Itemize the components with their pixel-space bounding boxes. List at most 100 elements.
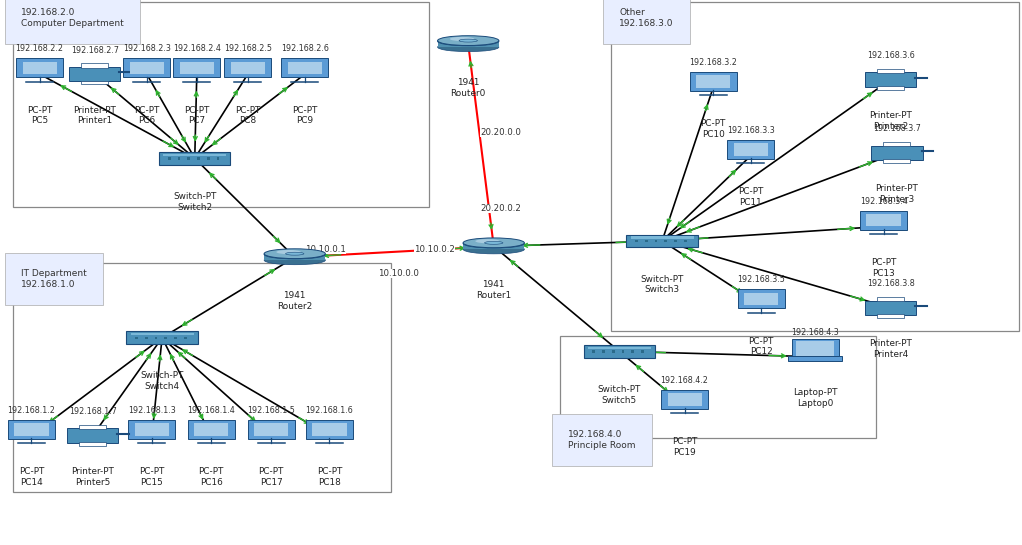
FancyBboxPatch shape bbox=[560, 336, 877, 438]
FancyBboxPatch shape bbox=[197, 157, 200, 160]
Text: Laptop-PT
Laptop0: Laptop-PT Laptop0 bbox=[793, 388, 837, 408]
Ellipse shape bbox=[459, 39, 477, 42]
Text: 192.168.4.2: 192.168.4.2 bbox=[660, 376, 708, 385]
FancyBboxPatch shape bbox=[281, 58, 328, 77]
Text: PC-PT
PC16: PC-PT PC16 bbox=[198, 467, 224, 487]
Ellipse shape bbox=[475, 239, 500, 243]
FancyBboxPatch shape bbox=[877, 314, 904, 318]
FancyBboxPatch shape bbox=[645, 240, 648, 243]
Ellipse shape bbox=[437, 36, 499, 45]
FancyBboxPatch shape bbox=[194, 423, 228, 435]
Text: 192.168.1.2: 192.168.1.2 bbox=[7, 406, 55, 415]
FancyBboxPatch shape bbox=[67, 428, 119, 443]
Text: Printer-PT
Printer5: Printer-PT Printer5 bbox=[72, 467, 114, 487]
FancyBboxPatch shape bbox=[641, 350, 644, 353]
Text: PC-PT
PC14: PC-PT PC14 bbox=[18, 467, 44, 487]
Text: Printer-PT
Printer1: Printer-PT Printer1 bbox=[74, 106, 117, 125]
FancyBboxPatch shape bbox=[231, 62, 265, 74]
Ellipse shape bbox=[450, 37, 474, 41]
FancyBboxPatch shape bbox=[13, 2, 429, 207]
FancyBboxPatch shape bbox=[865, 301, 917, 315]
Text: 20.20.0.0: 20.20.0.0 bbox=[480, 128, 521, 137]
FancyBboxPatch shape bbox=[188, 420, 235, 439]
Text: PC-PT
PC8: PC-PT PC8 bbox=[235, 106, 261, 125]
Text: 10.10.0.0: 10.10.0.0 bbox=[378, 269, 419, 278]
FancyBboxPatch shape bbox=[738, 289, 785, 308]
FancyBboxPatch shape bbox=[675, 240, 677, 243]
Ellipse shape bbox=[463, 238, 524, 248]
Text: 192.168.4.0
Principle Room: 192.168.4.0 Principle Room bbox=[568, 430, 636, 450]
FancyBboxPatch shape bbox=[883, 160, 911, 163]
Ellipse shape bbox=[285, 252, 304, 255]
FancyBboxPatch shape bbox=[81, 81, 108, 84]
FancyBboxPatch shape bbox=[788, 356, 842, 361]
FancyBboxPatch shape bbox=[130, 62, 164, 74]
FancyBboxPatch shape bbox=[626, 234, 698, 247]
Text: 192.168.2.6: 192.168.2.6 bbox=[281, 45, 329, 53]
FancyBboxPatch shape bbox=[792, 340, 839, 358]
Text: PC-PT
PC17: PC-PT PC17 bbox=[259, 467, 284, 487]
Text: 192.168.2.0
Computer Department: 192.168.2.0 Computer Department bbox=[21, 8, 124, 28]
FancyBboxPatch shape bbox=[14, 423, 49, 435]
Text: 192.168.1.6: 192.168.1.6 bbox=[306, 406, 354, 415]
Ellipse shape bbox=[463, 239, 524, 248]
FancyBboxPatch shape bbox=[664, 240, 667, 243]
FancyBboxPatch shape bbox=[225, 58, 271, 77]
FancyBboxPatch shape bbox=[611, 2, 1019, 331]
Text: PC-PT
PC9: PC-PT PC9 bbox=[292, 106, 318, 125]
FancyBboxPatch shape bbox=[131, 333, 193, 335]
Text: 192.168.4.3: 192.168.4.3 bbox=[791, 328, 839, 337]
Text: 192.168.3.8: 192.168.3.8 bbox=[867, 279, 915, 288]
FancyBboxPatch shape bbox=[728, 140, 775, 159]
FancyBboxPatch shape bbox=[168, 157, 171, 160]
FancyBboxPatch shape bbox=[306, 420, 353, 439]
FancyBboxPatch shape bbox=[288, 62, 322, 74]
Ellipse shape bbox=[484, 241, 503, 244]
Text: Switch-PT
Switch5: Switch-PT Switch5 bbox=[598, 385, 641, 405]
Text: 10.10.0.2: 10.10.0.2 bbox=[414, 245, 455, 253]
FancyBboxPatch shape bbox=[13, 263, 390, 492]
FancyBboxPatch shape bbox=[165, 336, 168, 339]
FancyBboxPatch shape bbox=[744, 293, 778, 305]
Text: 192.168.1.3: 192.168.1.3 bbox=[128, 406, 176, 415]
FancyBboxPatch shape bbox=[187, 157, 190, 160]
Text: IT Department
192.168.1.0: IT Department 192.168.1.0 bbox=[21, 269, 87, 289]
Text: 1941
Router1: 1941 Router1 bbox=[476, 280, 511, 300]
Polygon shape bbox=[264, 255, 325, 260]
FancyBboxPatch shape bbox=[127, 331, 198, 344]
FancyBboxPatch shape bbox=[129, 420, 176, 439]
Text: 192.168.2.3: 192.168.2.3 bbox=[123, 45, 171, 53]
Text: PC-PT
PC13: PC-PT PC13 bbox=[871, 258, 896, 277]
FancyBboxPatch shape bbox=[124, 58, 171, 77]
FancyBboxPatch shape bbox=[178, 157, 180, 160]
Text: 192.168.3.7: 192.168.3.7 bbox=[873, 124, 921, 134]
FancyBboxPatch shape bbox=[655, 240, 657, 243]
FancyBboxPatch shape bbox=[584, 345, 655, 358]
FancyBboxPatch shape bbox=[734, 143, 768, 156]
FancyBboxPatch shape bbox=[635, 240, 638, 243]
Ellipse shape bbox=[463, 245, 524, 254]
FancyBboxPatch shape bbox=[602, 350, 605, 353]
FancyBboxPatch shape bbox=[69, 67, 121, 81]
Text: 192.168.2.5: 192.168.2.5 bbox=[224, 45, 272, 53]
FancyBboxPatch shape bbox=[690, 72, 737, 91]
FancyBboxPatch shape bbox=[588, 347, 651, 349]
Text: Other
192.168.3.0: Other 192.168.3.0 bbox=[619, 8, 673, 28]
FancyBboxPatch shape bbox=[16, 58, 63, 77]
FancyBboxPatch shape bbox=[861, 210, 907, 229]
Ellipse shape bbox=[437, 43, 499, 52]
FancyBboxPatch shape bbox=[612, 350, 614, 353]
FancyBboxPatch shape bbox=[135, 423, 169, 435]
Text: 192.168.3.6: 192.168.3.6 bbox=[867, 51, 915, 60]
FancyBboxPatch shape bbox=[81, 63, 108, 68]
Ellipse shape bbox=[264, 256, 325, 265]
FancyBboxPatch shape bbox=[174, 336, 177, 339]
Text: PC-PT
PC10: PC-PT PC10 bbox=[700, 119, 726, 139]
FancyBboxPatch shape bbox=[164, 154, 226, 156]
Text: PC-PT
PC11: PC-PT PC11 bbox=[738, 187, 763, 207]
Text: Printer-PT
Printer4: Printer-PT Printer4 bbox=[870, 340, 912, 359]
FancyBboxPatch shape bbox=[159, 152, 231, 165]
Polygon shape bbox=[463, 244, 524, 250]
FancyBboxPatch shape bbox=[254, 423, 288, 435]
FancyBboxPatch shape bbox=[135, 336, 138, 339]
